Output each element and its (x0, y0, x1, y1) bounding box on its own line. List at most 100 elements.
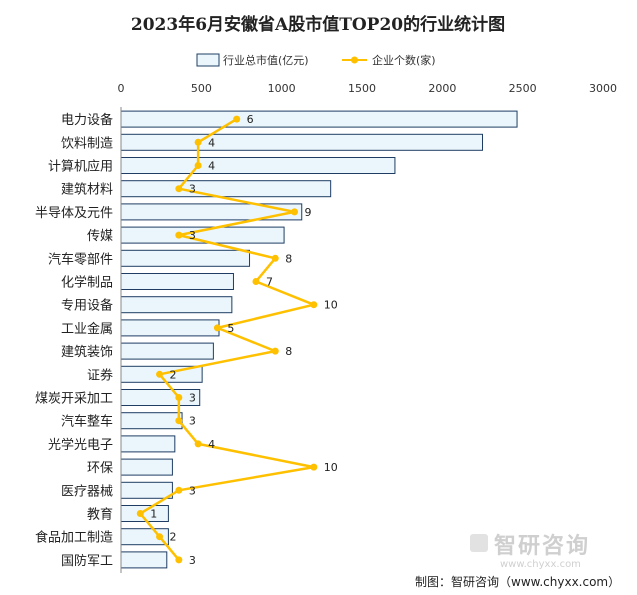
count-label: 10 (324, 299, 338, 312)
bar (120, 203, 303, 221)
count-label: 3 (189, 183, 196, 196)
count-label: 8 (285, 252, 292, 265)
legend-bar-label: 行业总市值(亿元) (223, 53, 309, 67)
category-label: 建筑装饰 (61, 344, 113, 360)
count-label: 4 (208, 160, 215, 173)
count-point (175, 231, 183, 239)
count-point (213, 324, 221, 332)
x-tick-label: 3000 (589, 82, 617, 95)
chart-title: 2023年6月安徽省A股市值TOP20的行业统计图 (131, 14, 505, 35)
category-label: 食品加工制造 (35, 530, 113, 546)
bar (120, 180, 332, 198)
legend-line-marker (351, 56, 358, 64)
count-point (291, 208, 299, 216)
bar (120, 110, 518, 128)
count-label: 2 (170, 368, 177, 381)
count-point (233, 115, 241, 123)
count-point (271, 254, 279, 262)
x-tick-label: 1000 (268, 82, 296, 95)
category-label: 传媒 (87, 229, 113, 244)
category-label: 工业金属 (61, 321, 113, 337)
count-point (175, 417, 183, 425)
bars (120, 110, 518, 569)
category-label: 饮料制造 (61, 136, 113, 151)
count-label: 2 (170, 531, 177, 544)
bar (120, 133, 483, 151)
bar (120, 551, 168, 569)
watermark-brand: 智研咨询 (494, 533, 590, 559)
count-point (156, 533, 164, 541)
count-point (310, 301, 318, 309)
count-point (175, 185, 183, 193)
count-label: 10 (324, 461, 338, 474)
count-label: 3 (189, 392, 196, 405)
category-label: 光学光电子 (48, 437, 113, 453)
count-label: 4 (208, 438, 215, 451)
count-label: 7 (266, 276, 273, 289)
count-label: 3 (189, 484, 196, 497)
bar (120, 273, 234, 290)
watermark: 智研咨询 www.chyxx.com (470, 533, 590, 570)
category-label: 电力设备 (61, 112, 113, 128)
bar (120, 296, 233, 314)
bar (120, 481, 173, 499)
bar (120, 157, 396, 174)
x-axis-ticks: 0 500 1000 1500 2000 2500 3000 (118, 82, 618, 95)
footer-credit: 制图：智研咨询（www.chyxx.com） (415, 574, 620, 589)
category-label: 汽车零部件 (48, 251, 113, 267)
category-label: 煤炭开采加工 (35, 392, 113, 407)
bar (120, 435, 176, 453)
category-label: 汽车整车 (61, 414, 113, 430)
category-label: 国防军工 (61, 553, 113, 569)
count-label: 5 (227, 322, 234, 335)
count-line (139, 118, 316, 561)
count-point (194, 440, 202, 448)
category-label: 医疗器械 (61, 484, 113, 499)
count-points (136, 115, 318, 564)
x-tick-label: 0 (118, 82, 125, 95)
count-point (175, 556, 183, 564)
category-label: 建筑材料 (61, 182, 113, 198)
count-point (194, 162, 202, 169)
bar (120, 412, 183, 430)
count-label: 6 (247, 113, 254, 126)
category-label: 专用设备 (61, 298, 113, 314)
legend-bar-swatch (196, 53, 220, 67)
legend-line-label: 企业个数(家) (372, 53, 436, 67)
category-label: 环保 (87, 461, 113, 476)
count-point (175, 394, 183, 401)
category-label: 计算机应用 (48, 159, 113, 175)
count-point (252, 278, 260, 285)
category-labels: 电力设备饮料制造计算机应用建筑材料半导体及元件传媒汽车零部件化学制品专用设备工业… (35, 112, 113, 569)
category-label: 教育 (87, 507, 113, 523)
count-point (271, 347, 279, 355)
x-tick-label: 1500 (348, 82, 376, 95)
count-label: 3 (189, 415, 196, 428)
bar (120, 458, 173, 476)
count-label: 1 (150, 508, 157, 521)
count-point (310, 463, 318, 471)
count-label: 3 (189, 554, 196, 567)
bar (120, 319, 220, 337)
count-label: 4 (208, 136, 215, 149)
watermark-logo-icon (470, 534, 488, 552)
x-tick-label: 2000 (428, 82, 456, 95)
x-tick-label: 500 (191, 82, 212, 95)
legend: 行业总市值(亿元) 企业个数(家) (196, 53, 436, 67)
category-label: 化学制品 (61, 275, 113, 291)
x-tick-label: 2500 (509, 82, 537, 95)
count-label: 8 (285, 345, 292, 358)
count-label: 9 (305, 206, 312, 219)
count-point (136, 510, 144, 517)
count-line-series (139, 118, 316, 561)
count-point (194, 138, 202, 146)
category-label: 证券 (87, 367, 113, 383)
category-label: 半导体及元件 (35, 206, 113, 221)
watermark-url: www.chyxx.com (500, 559, 581, 570)
bar (120, 249, 251, 267)
count-point (156, 370, 164, 378)
count-label: 3 (189, 229, 196, 242)
count-point (175, 486, 183, 494)
